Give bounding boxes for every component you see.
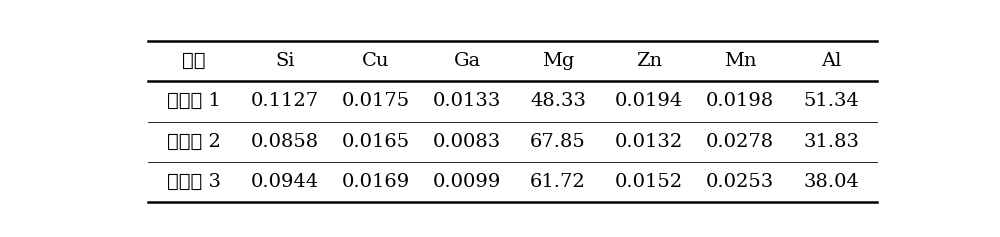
Text: 0.0152: 0.0152 bbox=[615, 173, 683, 191]
Text: 0.0083: 0.0083 bbox=[433, 132, 501, 150]
Text: 0.1127: 0.1127 bbox=[251, 92, 319, 110]
Text: Ga: Ga bbox=[453, 52, 481, 70]
Text: 48.33: 48.33 bbox=[530, 92, 586, 110]
Text: 31.83: 31.83 bbox=[803, 132, 859, 150]
Text: Cu: Cu bbox=[362, 52, 390, 70]
Text: 0.0175: 0.0175 bbox=[342, 92, 410, 110]
Text: 实施例 3: 实施例 3 bbox=[167, 173, 221, 191]
Text: Mg: Mg bbox=[542, 52, 574, 70]
Text: 实施例 1: 实施例 1 bbox=[167, 92, 221, 110]
Text: 0.0858: 0.0858 bbox=[251, 132, 319, 150]
Text: 0.0169: 0.0169 bbox=[342, 173, 410, 191]
Text: 0.0099: 0.0099 bbox=[433, 173, 501, 191]
Text: 实施例 2: 实施例 2 bbox=[167, 132, 221, 150]
Text: 0.0165: 0.0165 bbox=[342, 132, 410, 150]
Text: 61.72: 61.72 bbox=[530, 173, 586, 191]
Text: Si: Si bbox=[275, 52, 295, 70]
Text: 0.0278: 0.0278 bbox=[706, 132, 774, 150]
Text: 0.0944: 0.0944 bbox=[251, 173, 319, 191]
Text: 51.34: 51.34 bbox=[803, 92, 859, 110]
Text: 38.04: 38.04 bbox=[803, 173, 859, 191]
Text: 0.0133: 0.0133 bbox=[433, 92, 501, 110]
Text: 0.0194: 0.0194 bbox=[615, 92, 683, 110]
Text: Zn: Zn bbox=[636, 52, 662, 70]
Text: Mn: Mn bbox=[724, 52, 756, 70]
Text: 67.85: 67.85 bbox=[530, 132, 586, 150]
Text: 0.0253: 0.0253 bbox=[706, 173, 774, 191]
Text: 牌号: 牌号 bbox=[182, 52, 206, 70]
Text: Al: Al bbox=[821, 52, 841, 70]
Text: 0.0132: 0.0132 bbox=[615, 132, 683, 150]
Text: 0.0198: 0.0198 bbox=[706, 92, 774, 110]
